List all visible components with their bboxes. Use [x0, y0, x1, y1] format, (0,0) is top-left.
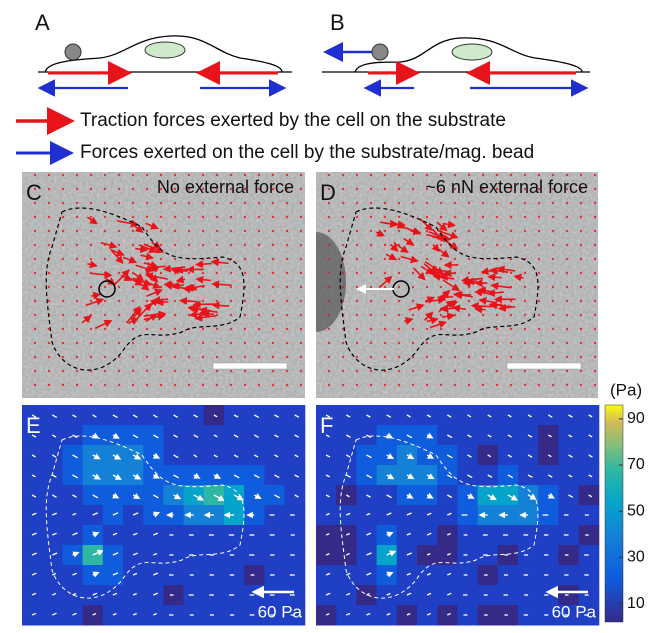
- heatmap-cell: [579, 545, 600, 566]
- heatmap-cell: [204, 525, 225, 546]
- heatmap-cell: [163, 505, 184, 526]
- legend-text: Forces exerted on the cell by the substr…: [80, 142, 534, 163]
- colorbar-tick-label: 10: [627, 595, 645, 612]
- heatmap-cell: [538, 505, 559, 526]
- heatmap-cell: [478, 565, 499, 586]
- heatmap-cell: [264, 505, 285, 526]
- heatmap-cell: [244, 525, 265, 546]
- panel-label: D: [320, 180, 336, 205]
- heatmap-cell: [184, 525, 205, 546]
- traction-arrow: [482, 271, 492, 272]
- heatmap-cell: [285, 545, 306, 566]
- heatmap-cell: [204, 565, 225, 586]
- scale-label: 60 Pa: [552, 602, 597, 621]
- panel-caption: ~6 nN external force: [425, 177, 588, 197]
- panel-label: F: [320, 413, 333, 438]
- traction-arrow: [491, 304, 503, 305]
- heatmap-cell: [579, 505, 600, 526]
- heatmap-cell: [457, 525, 478, 546]
- heatmap-cell: [163, 585, 184, 606]
- heatmap-cell: [285, 505, 306, 526]
- heatmap-cell: [538, 545, 559, 566]
- heatmap-cell: [498, 585, 519, 606]
- heatmap-cell: [163, 605, 184, 626]
- heatmap-cell: [518, 585, 539, 606]
- scale-bar: [507, 363, 581, 369]
- heatmap-cell: [538, 525, 559, 546]
- panel-label: A: [35, 10, 50, 35]
- panel-label: B: [330, 10, 345, 35]
- panel-label: E: [26, 413, 41, 438]
- traction-arrow: [476, 309, 486, 310]
- heatmap-cell: [244, 505, 265, 526]
- colorbar-tick-label: 30: [627, 549, 645, 566]
- traction-arrow: [194, 304, 214, 305]
- heatmap-cell: [204, 585, 225, 606]
- heatmap-cell: [224, 545, 245, 566]
- microscopy-panel: C No external force: [22, 172, 305, 398]
- heatmap-cell: [285, 525, 306, 546]
- figure: A B Traction forces exerted by the cell …: [0, 0, 658, 628]
- heatmap-cell: [184, 565, 205, 586]
- colorbar-unit: (Pa): [610, 380, 642, 399]
- heatmap-cell: [244, 565, 265, 586]
- heatmap-cell: [518, 565, 539, 586]
- heatmap-cell: [184, 605, 205, 626]
- heatmap-cell: [538, 565, 559, 586]
- heatmap-cell: [224, 565, 245, 586]
- heatmap-cell: [244, 545, 265, 566]
- heatmap-cell: [498, 605, 519, 626]
- heatmap-cell: [579, 565, 600, 586]
- heatmap-cell: [264, 565, 285, 586]
- heatmap-cell: [285, 565, 306, 586]
- heatmap-cell: [224, 585, 245, 606]
- colorbar-tick-label: 50: [627, 502, 645, 519]
- traction-arrow: [441, 275, 449, 276]
- colorbar-tick-label: 70: [627, 456, 645, 473]
- scale-bar: [213, 363, 287, 369]
- heatmap-cell: [457, 605, 478, 626]
- microscopy-panel: D ~6 nN external force: [286, 172, 599, 398]
- heatmap-cell: [264, 545, 285, 566]
- traction-arrow: [472, 306, 492, 307]
- heatmap-cell: [457, 565, 478, 586]
- heatmap-cell: [518, 605, 539, 626]
- heatmap-cell: [264, 525, 285, 546]
- heatmap-cell: [558, 525, 579, 546]
- heatmap-cell: [579, 525, 600, 546]
- schematic-a: [38, 36, 292, 88]
- heatmap-cell: [457, 505, 478, 526]
- legend-text: Traction forces exerted by the cell on t…: [80, 110, 506, 131]
- traction-arrow: [439, 297, 453, 298]
- heatmap-cell: [204, 545, 225, 566]
- panel-caption: No external force: [157, 177, 294, 197]
- heatmap-cell: [163, 565, 184, 586]
- traction-arrow: [489, 277, 501, 278]
- traction-arrow: [213, 305, 229, 306]
- heatmap-cell: [478, 585, 499, 606]
- heatmap-cell: [518, 545, 539, 566]
- colorbar: [605, 405, 623, 622]
- heatmap-cell: [204, 605, 225, 626]
- heatmap-cell: [498, 565, 519, 586]
- traction-arrow: [157, 302, 168, 303]
- heatmap-cell: [457, 585, 478, 606]
- panel-label: C: [26, 180, 42, 205]
- heatmap-cell: [478, 525, 499, 546]
- schematic-b: [322, 38, 590, 88]
- heatmap-cell: [478, 605, 499, 626]
- heatmap-cell: [184, 585, 205, 606]
- heatmap-cell: [498, 545, 519, 566]
- heatmap-cell: [558, 505, 579, 526]
- traction-arrow: [181, 301, 198, 302]
- heatmap-cell: [163, 525, 184, 546]
- traction-arrow: [442, 308, 454, 309]
- scale-label: 60 Pa: [258, 602, 303, 621]
- colorbar-tick-label: 90: [627, 410, 645, 427]
- heatmap-cell: [498, 525, 519, 546]
- heatmap-cell: [558, 545, 579, 566]
- heatmap-cell: [224, 605, 245, 626]
- heatmap-cell: [558, 565, 579, 586]
